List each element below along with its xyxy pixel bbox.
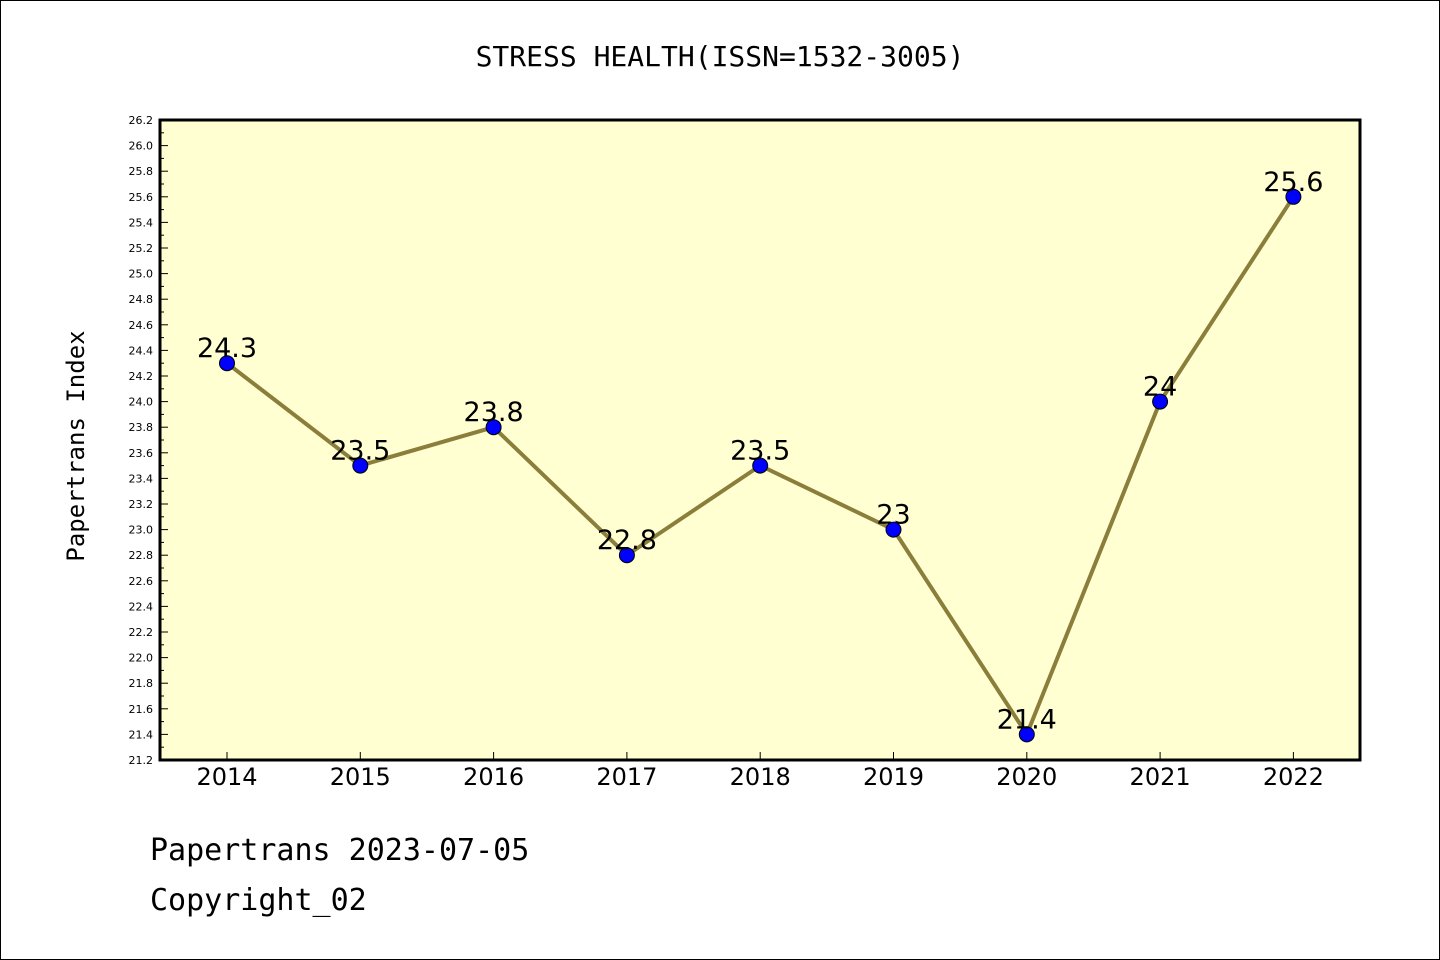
y-tick-label: 23.6 [129, 447, 154, 460]
y-tick-label: 25.6 [129, 191, 154, 204]
footer-copyright-line: Copyright_02 [150, 883, 367, 918]
data-point [219, 355, 235, 372]
x-tick-label: 2020 [996, 763, 1057, 791]
data-label: 24 [1143, 372, 1177, 403]
x-tick-label: 2017 [596, 763, 657, 791]
x-tick-label: 2014 [196, 763, 257, 791]
data-point [885, 521, 902, 538]
y-tick-label: 25.2 [129, 242, 154, 255]
data-point [752, 457, 769, 474]
data-point [485, 419, 502, 436]
x-tick-label: 2019 [863, 763, 924, 791]
y-tick-label: 24.2 [129, 370, 154, 383]
y-tick-label: 24.4 [129, 344, 154, 357]
data-label: 23 [876, 500, 910, 531]
y-tick-label: 24.6 [129, 319, 154, 332]
y-tick-label: 23.0 [129, 524, 154, 537]
data-label: 23.8 [464, 397, 524, 428]
y-tick-label: 26.2 [129, 114, 154, 127]
y-tick-label: 25.8 [129, 165, 154, 178]
x-tick-label: 2022 [1263, 763, 1324, 791]
chart-title: STRESS HEALTH(ISSN=1532-3005) [476, 40, 965, 73]
y-axis-title: Papertrans Index [62, 330, 90, 561]
data-point [1285, 188, 1302, 205]
data-point [1152, 393, 1169, 410]
y-tick-label: 21.2 [129, 754, 154, 767]
data-label: 23.5 [330, 436, 390, 467]
x-tick-label: 2016 [463, 763, 524, 791]
data-point [618, 547, 635, 564]
y-tick-label: 26.0 [129, 140, 154, 153]
y-tick-label: 22.8 [129, 549, 154, 562]
y-tick-label: 23.2 [129, 498, 154, 511]
x-tick-label: 2015 [330, 763, 391, 791]
data-label: 22.8 [597, 525, 657, 556]
y-tick-label: 23.4 [129, 472, 154, 485]
y-tick-label: 21.8 [129, 677, 154, 690]
plot-area [160, 120, 1360, 760]
x-tick-label: 2018 [730, 763, 791, 791]
data-point [1018, 726, 1035, 743]
y-tick-label: 22.2 [129, 626, 154, 639]
series-layer: 24.3 23.5 23.8 22.8 23.5 23 21.4 24 25.6 [197, 167, 1323, 743]
y-tick-label: 22.6 [129, 575, 154, 588]
y-tick-label: 21.4 [129, 728, 154, 741]
y-tick-label: 22.0 [129, 652, 154, 665]
data-label: 25.6 [1263, 167, 1323, 198]
y-tick-label: 22.4 [129, 600, 154, 613]
data-label: 23.5 [730, 436, 790, 467]
y-tick-label: 24.0 [129, 396, 154, 409]
plot-border [158, 118, 1362, 762]
data-label: 24.3 [197, 333, 257, 364]
data-label: 21.4 [997, 704, 1057, 735]
y-tick-label: 25.4 [129, 216, 154, 229]
y-tick-label: 21.6 [129, 703, 154, 716]
footer-date-line: Papertrans 2023-07-05 [150, 833, 530, 868]
y-tick-label: 24.8 [129, 293, 154, 306]
y-axis: 21.2 21.4 21.6 21.8 22.0 22.2 22.4 22.6 22.8 23.0… [129, 114, 168, 767]
x-tick-label: 2021 [1130, 763, 1191, 791]
y-tick-label: 25.0 [129, 268, 154, 281]
data-point [352, 457, 369, 474]
y-tick-label: 23.8 [129, 421, 154, 434]
x-axis: 2014 2015 2016 2017 2018 2019 2020 2021 2022 [196, 752, 1324, 791]
